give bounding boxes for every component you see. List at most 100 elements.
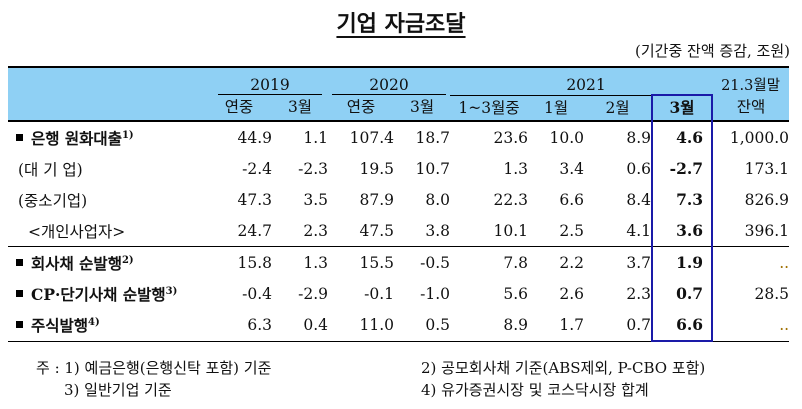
cell: 6.3 [206,309,272,342]
cell: 28.5 [754,284,790,303]
cell: -0.4 [242,284,272,303]
cell: 3.4 [559,159,585,178]
header-year-row: 2019 2020 2021 21.3월말 [8,66,790,95]
footnote-1: 주 : 1) 예금은행(은행신탁 포함) 기준 [36,359,272,377]
table-row: CP·단기사채 순발행3) -0.4 -2.9 -0.1 -1.0 5.6 2.… [8,278,789,309]
cell: 1.7 [528,309,585,342]
cell: -0.1 [364,284,395,303]
cell: 18.7 [415,128,451,147]
cell: 5.6 [503,284,529,303]
table-row: <개인사업자> 24.7 2.3 47.5 3.8 10.1 2.5 4.1 3… [8,215,790,247]
table-row: 은행 원화대출1) 44.9 1.1 107.4 18.7 23.6 10.0 … [8,122,789,153]
cell: 23.6 [493,128,529,147]
cell-highlight: 1.9 [651,246,714,278]
row-label: <개인사업자> [8,215,206,247]
cell: 1.1 [303,128,329,147]
cell: 107.4 [349,128,395,147]
cell: 10.0 [549,128,585,147]
col-2021-mar: 3월 [651,94,714,121]
year-2021: 2021 [566,76,606,94]
cell: 44.9 [237,128,272,147]
cell: -1.0 [420,284,451,303]
col-2021-jan: 1월 [528,94,585,121]
cell-highlight: 3.6 [651,215,714,247]
balance-header-line2: 잔액 [712,95,790,121]
col-2019-mar: 3월 [272,95,329,121]
cell: -2.3 [298,159,329,178]
cell: 0.7 [584,309,653,342]
cell: 0.6 [626,159,652,178]
cell: 7.8 [503,253,529,272]
cell: 3.7 [626,253,652,272]
bullet-icon [16,259,23,266]
cell: 15.8 [237,253,272,272]
row-label: 은행 원화대출1) [8,122,206,153]
bullet-icon [16,321,23,329]
cell: 47.3 [237,190,272,209]
cell: 24.7 [206,215,272,247]
cell: 10.7 [415,159,451,178]
footnote-3: 3) 일반기업 기준 [64,381,172,399]
cell: 0.5 [394,309,451,342]
page-title: 기업 자금조달 [0,6,802,38]
cell: 8.9 [626,128,652,147]
cell: 6.6 [559,190,585,209]
row-label: 회사채 순발행2) [8,247,206,279]
row-label: 주식발행4) [8,309,206,342]
cell-highlight: 4.6 [651,122,714,153]
cell: 173.1 [744,159,790,178]
row-label: (대 기 업) [18,160,83,179]
cell-na: .. [779,253,790,272]
footnote-2: 2) 공모회사채 기준(ABS제외, P-CBO 포함) [421,359,706,377]
cell: 15.5 [359,253,395,272]
cell: 3.5 [303,190,329,209]
cell: 396.1 [712,215,790,247]
cell: 11.0 [328,309,395,342]
cell: 2.3 [626,284,652,303]
bullet-icon [16,290,23,297]
cell: 87.9 [359,190,395,209]
col-2021-feb: 2월 [584,94,653,121]
col-2020-mar: 3월 [394,95,451,121]
cell: 2.5 [528,215,585,247]
cell: 1.3 [303,253,329,272]
col-2020-annual: 연중 [328,95,395,121]
cell: 22.3 [493,190,529,209]
cell-highlight: 0.7 [651,278,714,309]
cell: 19.5 [359,159,395,178]
table-row: (중소기업) 47.3 3.5 87.9 8.0 22.3 6.6 8.4 7.… [8,184,789,215]
cell: 0.4 [272,309,329,342]
table-row: 회사채 순발행2) 15.8 1.3 15.5 -0.5 7.8 2.2 3.7… [8,246,790,279]
cell: 4.1 [584,215,653,247]
cell: 8.9 [450,309,529,342]
col-2021-q1: 1~3월중 [450,94,529,121]
balance-header-line1: 21.3월말 [712,66,790,95]
header-subcol-row: 연중 3월 연중 3월 1~3월중 1월 2월 3월 잔액 [8,94,790,121]
unit-label: (기간중 잔액 증감, 조원) [635,42,790,60]
cell-highlight: 6.6 [651,309,714,342]
cell: 10.1 [450,215,529,247]
row-label: CP·단기사채 순발행3) [8,278,206,309]
cell-highlight: 7.3 [651,184,714,215]
row-label: (중소기업) [18,191,88,210]
col-2019-annual: 연중 [206,95,272,121]
year-2020: 2020 [332,76,447,95]
cell: 8.0 [425,190,451,209]
cell: 2.6 [559,284,585,303]
table-row: (대 기 업) -2.4 -2.3 19.5 10.7 1.3 3.4 0.6 … [8,153,789,184]
cell: 2.2 [559,253,585,272]
cell-highlight: -2.7 [651,153,714,184]
table-row: 주식발행4) 6.3 0.4 11.0 0.5 8.9 1.7 0.7 6.6 … [8,309,790,342]
cell: 1.3 [503,159,529,178]
cell: 47.5 [328,215,395,247]
cell: 826.9 [744,190,790,209]
cell: 8.4 [626,190,652,209]
cell: 3.8 [394,215,451,247]
year-2019: 2019 [218,76,323,95]
cell: 2.3 [272,215,329,247]
corporate-financing-table: 2019 2020 2021 21.3월말 연중 3월 연중 3월 1~3월중 … [8,66,790,342]
cell: -0.5 [420,253,451,272]
cell: -2.9 [298,284,329,303]
cell: 1,000.0 [729,128,790,147]
footnote-4: 4) 유가증권시장 및 코스닥시장 합계 [421,381,649,399]
